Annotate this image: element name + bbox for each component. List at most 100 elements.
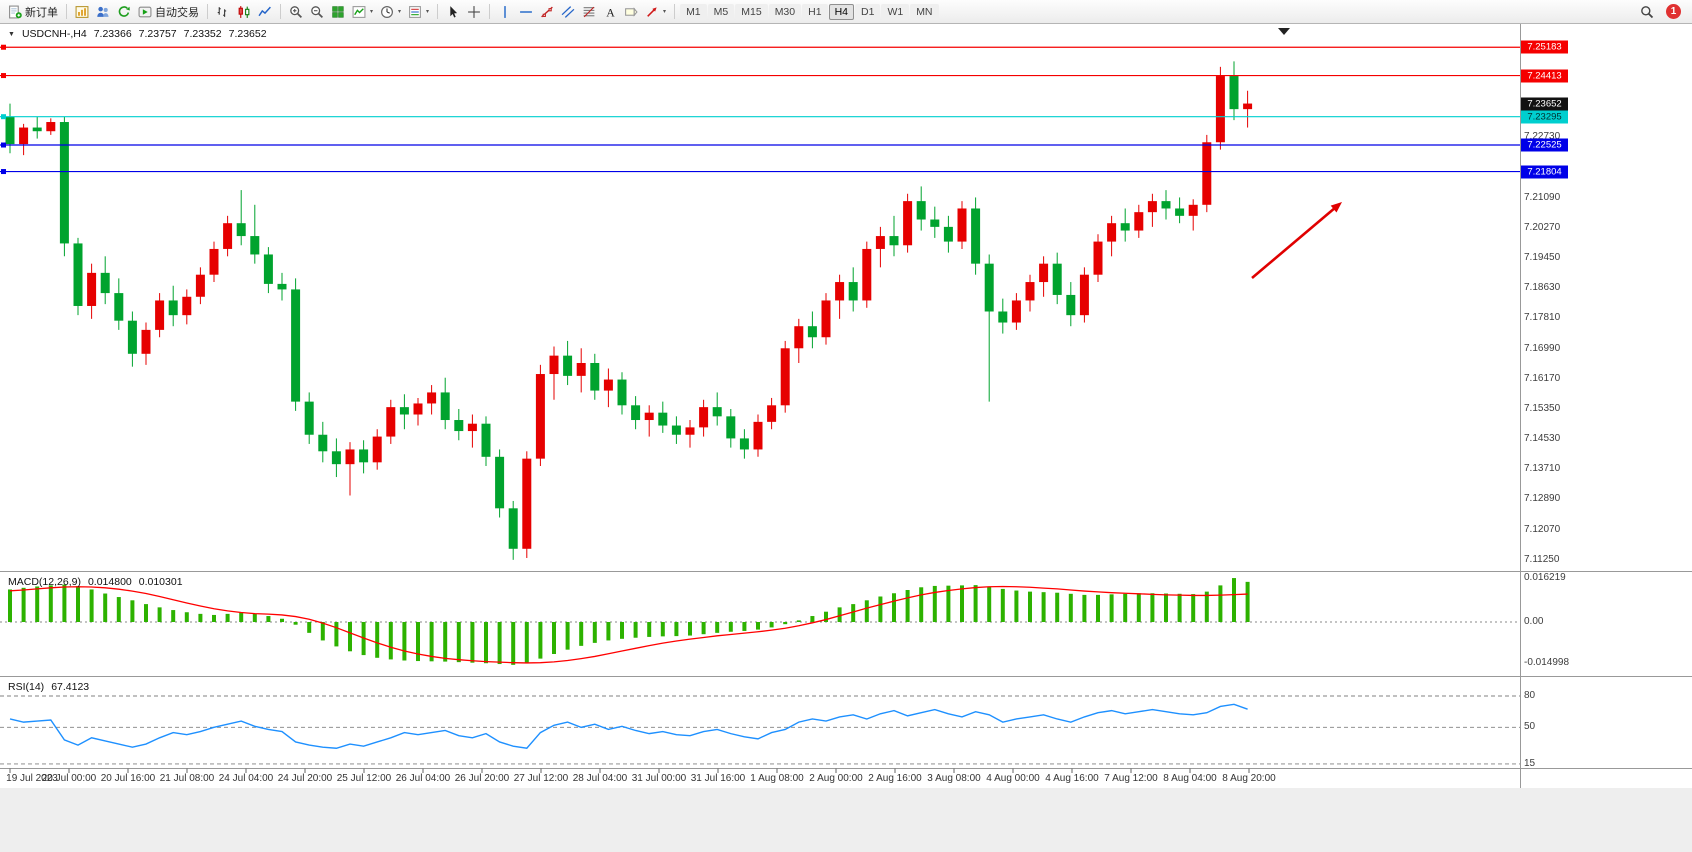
macd-histogram-bar [1068, 593, 1073, 622]
candle-body [182, 296, 192, 316]
line-chart-icon [258, 6, 271, 16]
toolbar-separator [674, 4, 676, 19]
new-chart-button[interactable] [72, 3, 92, 21]
candle-body [1161, 201, 1171, 209]
vertical-line-button[interactable] [495, 3, 515, 21]
candle-body [739, 438, 749, 450]
candle-body [427, 392, 437, 404]
text-button[interactable]: A [600, 3, 620, 21]
trend-arrow[interactable] [1251, 206, 1337, 279]
periods-button[interactable]: ▾ [377, 3, 404, 21]
symbol-dropdown-icon[interactable]: ▼ [8, 30, 15, 38]
zoom-in-button[interactable] [286, 3, 306, 21]
line-anchor-handle[interactable] [1, 44, 6, 50]
macd-histogram-bar [416, 622, 420, 662]
line-anchor-handle[interactable] [1, 73, 6, 79]
text-label-button[interactable] [621, 3, 641, 21]
bottom-margin [0, 788, 1692, 852]
macd-title: MACD(12,26,9) [8, 576, 81, 588]
timeframe-d1-button[interactable]: D1 [855, 3, 881, 20]
candle-body [19, 127, 29, 145]
macd-histogram-bar [796, 620, 801, 622]
candle-body [1025, 282, 1035, 301]
candle-body [984, 263, 994, 312]
timeframe-m5-button[interactable]: M5 [707, 3, 735, 20]
candle-body [1066, 294, 1076, 316]
timeframe-h1-button[interactable]: H1 [802, 3, 828, 20]
tile-windows-button[interactable] [328, 3, 348, 21]
cursor-icon [450, 5, 458, 17]
line-anchor-handle[interactable] [1, 142, 6, 148]
candle-body [1229, 76, 1239, 110]
main-toolbar: 新订单 自动交易 [0, 0, 1692, 24]
refresh-button[interactable] [114, 3, 134, 21]
timeframe-m15-button[interactable]: M15 [735, 3, 768, 20]
candle-body [141, 329, 151, 354]
macd-histogram-bar [946, 585, 951, 622]
candle-body [1215, 76, 1225, 143]
new-order-button[interactable]: 新订单 [5, 2, 61, 22]
line-chart-mode-button[interactable] [255, 3, 275, 21]
macd-histogram-bar [198, 613, 203, 622]
macd-histogram-bar [783, 622, 788, 625]
profiles-button[interactable] [93, 3, 113, 21]
candlestick-mode-button[interactable] [234, 3, 254, 21]
candle-body [87, 272, 97, 306]
macd-signal-value: 0.010301 [138, 576, 183, 588]
candle-body [372, 436, 382, 463]
candlestick-chart-canvas[interactable] [0, 24, 1692, 852]
candle-body [603, 379, 613, 391]
rsi-line [9, 703, 1248, 750]
candle-body [1039, 263, 1049, 283]
cursor-button[interactable] [443, 3, 463, 21]
candle-body [495, 456, 505, 509]
notification-badge[interactable]: 1 [1666, 4, 1681, 19]
line-anchor-handle[interactable] [1, 114, 6, 120]
indicators-button[interactable]: ▾ [349, 3, 376, 21]
macd-histogram-bar [1136, 593, 1141, 622]
crosshair-button[interactable] [464, 3, 484, 21]
candle-body [345, 449, 355, 465]
timeframe-w1-button[interactable]: W1 [881, 3, 910, 20]
arrow-objects-button[interactable]: ▾ [642, 3, 669, 21]
toolbar-separator [66, 4, 67, 19]
zoom-out-button[interactable] [307, 3, 327, 21]
macd-histogram-bar [1109, 594, 1114, 622]
fibonacci-button[interactable] [579, 3, 599, 21]
horizontal-line-button[interactable] [516, 3, 536, 21]
candle-body [100, 272, 110, 294]
macd-histogram-bar [402, 622, 407, 661]
line-anchor-handle[interactable] [1, 169, 6, 175]
search-button[interactable] [1637, 3, 1657, 21]
macd-histogram-bar [565, 622, 570, 650]
autotrading-button[interactable]: 自动交易 [135, 2, 202, 22]
candlestick-icon [238, 5, 250, 18]
macd-histogram-bar [1191, 594, 1196, 622]
macd-histogram-bar [660, 622, 665, 637]
channel-button[interactable] [558, 3, 578, 21]
macd-histogram-bar [470, 622, 475, 663]
macd-histogram-bar [1014, 590, 1019, 622]
crosshair-icon [468, 5, 480, 18]
tile-windows-icon [332, 5, 344, 18]
profiles-icon [97, 6, 109, 17]
timeframe-h4-button[interactable]: H4 [828, 3, 854, 20]
candle-body [549, 355, 559, 375]
timeframe-m1-button[interactable]: M1 [680, 3, 707, 20]
candle-body [399, 407, 409, 415]
timeframe-m30-button[interactable]: M30 [768, 3, 802, 20]
macd-histogram-bar [579, 622, 584, 646]
templates-button[interactable]: ▾ [405, 3, 432, 21]
macd-histogram-bar [225, 613, 230, 622]
candle-body [291, 289, 301, 402]
chart-shift-marker[interactable] [1278, 28, 1290, 35]
trendline-button[interactable] [537, 3, 557, 21]
trend-arrow-head[interactable] [1330, 202, 1342, 213]
bar-chart-mode-button[interactable] [213, 3, 233, 21]
candle-body [522, 458, 532, 549]
macd-histogram-bar [987, 586, 992, 622]
timeframe-mn-button[interactable]: MN [910, 3, 939, 20]
candle-body [563, 355, 573, 376]
candle-body [971, 208, 981, 264]
candle-body [998, 311, 1008, 323]
